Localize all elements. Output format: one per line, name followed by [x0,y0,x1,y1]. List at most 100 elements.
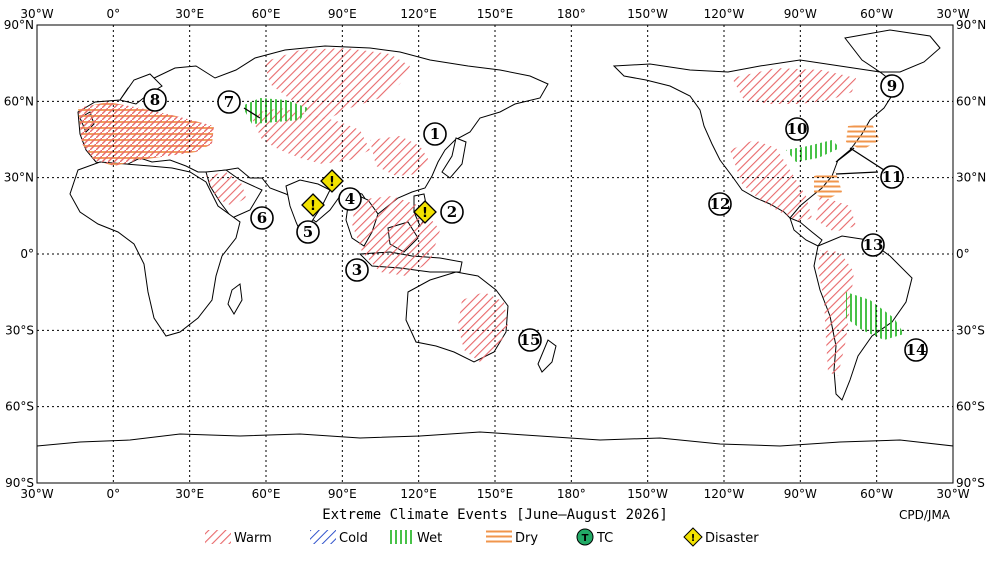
event-marker-15: 15 [518,328,542,352]
top-lon-label: 30°W [936,7,969,21]
left-lat-label: 60°N [4,94,34,108]
leader-arrows [243,107,885,175]
grid-lines [37,25,953,483]
event-marker-12: 12 [708,192,732,216]
new-zealand-land [537,339,557,373]
event-area-dry-east-us [846,124,880,150]
left-lat-label: 90°S [5,476,34,490]
event-marker-circle [143,88,167,112]
svg-text:!: ! [329,175,335,190]
dry-swatch [486,530,512,544]
event-marker-number: 3 [352,261,362,279]
event-marker-6: 6 [250,206,274,230]
top-lon-label: 150°W [627,7,668,21]
right-latitude-labels: 90°N 60°N 30°N 0° 30°S 60°S 90°S [956,18,986,490]
event-areas [78,48,904,376]
bottom-longitude-labels: 30°W 0° 30°E 60°E 90°E 120°E 150°E 180° 150°W 120… [20,487,969,501]
legend-label: Warm [234,531,272,546]
bottom-lon-label: 60°E [252,487,281,501]
bottom-lon-label: 60°W [860,487,893,501]
event-marker-circle [250,206,274,230]
event-marker-number: 7 [224,93,234,111]
disaster-symbol: ! [413,200,437,224]
top-lon-label: 0° [107,7,121,21]
top-lon-label: 60°E [252,7,281,21]
right-lat-label: 60°S [956,400,985,414]
event-marker-9: 9 [880,74,904,98]
top-lon-label: 90°W [784,7,817,21]
legend-item-warm: Warm [205,530,272,546]
legend-item-disaster: ! Disaster [683,527,759,547]
map-credit: CPD/JMA [899,508,951,522]
legend: Warm Cold Wet Dry T TC! Disaster [205,527,759,547]
event-marker-circle [518,328,542,352]
legend-label: Cold [339,531,368,546]
event-marker-circle [338,187,362,211]
top-lon-label: 120°W [704,7,745,21]
event-marker-1: 1 [423,122,447,146]
scandinavia-land [119,73,163,105]
map-title: Extreme Climate Events [June—August 2026… [322,507,668,523]
svg-text:!: ! [422,206,428,221]
event-marker-number: 14 [906,341,927,359]
event-marker-14: 14 [904,338,928,362]
arrow-11-b [849,147,885,171]
event-area-warm-canada [732,68,856,104]
top-lon-label: 120°E [400,7,437,21]
left-lat-label: 30°S [5,323,34,337]
event-marker-number: 2 [447,203,457,221]
event-marker-8: 8 [143,88,167,112]
top-lon-label: 150°E [477,7,514,21]
top-lon-label: 30°W [20,7,53,21]
arrow-11-a [835,147,855,163]
event-area-warm-north-america [730,140,812,222]
event-marker-circle [708,192,732,216]
central-america-land [789,217,823,247]
event-area-warm-east-asia [370,136,430,176]
left-lat-label: 90°N [4,18,34,32]
legend-label: Disaster [705,531,759,546]
warm-swatch [205,530,231,544]
event-area-wet-north-america [786,140,840,162]
disaster-icon [683,527,703,547]
event-marker-number: 5 [303,223,313,241]
top-lon-label: 60°W [860,7,893,21]
event-area-warm-middle-east [206,172,246,206]
event-area-warm-europe [78,102,214,166]
disaster-symbol: ! [301,193,325,217]
event-marker-circle [861,233,885,257]
event-marker-number: 8 [150,91,160,109]
event-marker-number: 6 [257,209,267,227]
wet-swatch [388,530,414,544]
event-area-wet-south-america [846,292,904,340]
top-lon-label: 30°E [175,7,204,21]
madagascar-land [227,283,243,315]
disaster-symbol: ! [320,169,344,193]
legend-item-wet: Wet [388,530,442,546]
bottom-lon-label: 150°W [627,487,668,501]
event-marker-circle [785,117,809,141]
event-marker-2: 2 [440,200,464,224]
bottom-lon-label: 90°E [328,487,357,501]
bottom-lon-label: 30°E [175,487,204,501]
event-area-warm-siberia [264,48,410,120]
arrow-11-c [835,171,879,175]
left-lat-label: 30°N [4,171,34,185]
right-lat-label: 0° [956,247,970,261]
event-marker-number: 13 [863,236,884,254]
event-area-warm-australia [458,292,508,362]
right-lat-label: 90°S [956,476,985,490]
event-marker-3: 3 [345,258,369,282]
event-marker-circle [217,90,241,114]
legend-label: Wet [417,531,442,546]
left-latitude-labels: 90°N 60°N 30°N 0° 30°S 60°S 90°S [4,18,34,490]
bottom-lon-label: 90°W [784,487,817,501]
event-area-warm-russia-1 [250,108,370,164]
event-marker-11: 11 [880,165,904,189]
right-lat-label: 90°N [956,18,986,32]
event-marker-circle [296,220,320,244]
event-marker-5: 5 [296,220,320,244]
right-lat-label: 30°S [956,323,985,337]
top-longitude-labels: 30°W 0° 30°E 60°E 90°E 120°E 150°E 180° 150°W 120… [20,7,969,21]
